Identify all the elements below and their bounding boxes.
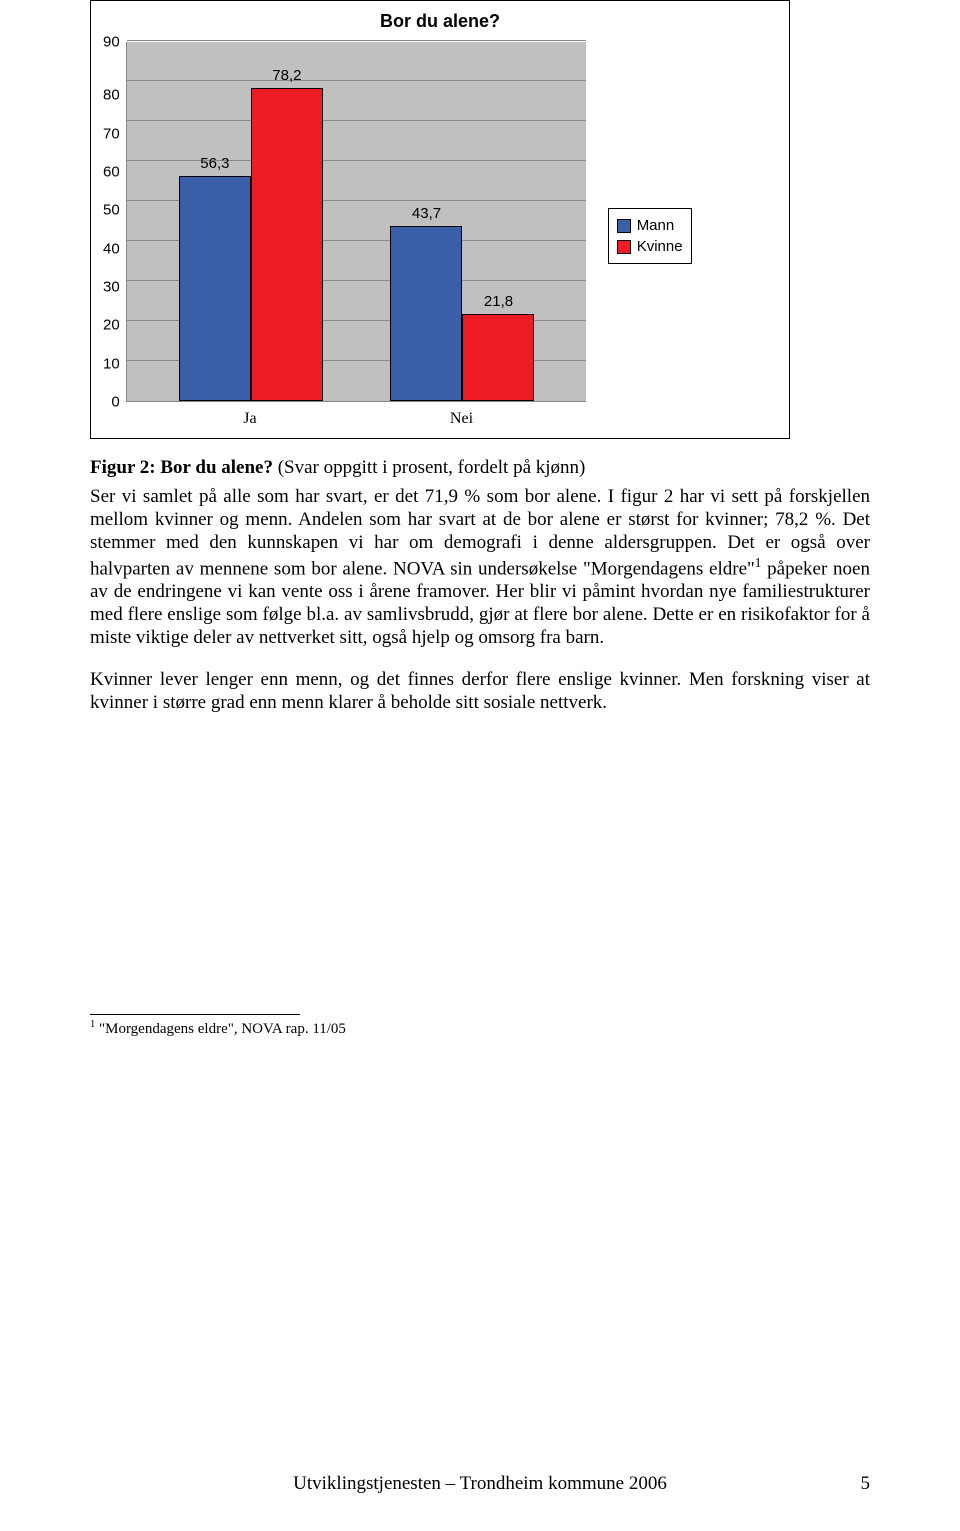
chart-bar: 78,2 — [251, 88, 323, 401]
chart-bar: 56,3 — [179, 176, 251, 401]
legend-label: Mann — [637, 217, 675, 234]
legend-item: Mann — [617, 215, 683, 236]
chart-legend: Mann Kvinne — [608, 208, 692, 264]
y-tick: 60 — [103, 164, 120, 179]
chart-plot-area: 56,378,243,721,8 — [126, 42, 586, 402]
chart-y-axis: 90 80 70 60 50 40 30 20 10 0 — [103, 42, 126, 402]
legend-swatch — [617, 240, 631, 254]
y-tick: 70 — [103, 126, 120, 141]
chart-gridline — [127, 80, 586, 81]
y-tick: 30 — [103, 279, 120, 294]
y-tick: 0 — [111, 394, 119, 409]
chart-bar-value-label: 56,3 — [200, 155, 229, 172]
paragraph-1a: Ser vi samlet på alle som har svart, er … — [90, 486, 870, 579]
figure-caption-tail: (Svar oppgitt i prosent, fordelt på kjøn… — [273, 457, 585, 478]
chart-bar: 21,8 — [462, 314, 534, 401]
legend-item: Kvinne — [617, 236, 683, 257]
footnote: 1 "Morgendagens eldre", NOVA rap. 11/05 — [90, 1019, 870, 1038]
y-tick: 90 — [103, 35, 120, 50]
chart-bar-value-label: 21,8 — [484, 293, 513, 310]
chart-x-category: Ja — [243, 410, 256, 428]
y-tick: 10 — [103, 356, 120, 371]
y-tick: 40 — [103, 241, 120, 256]
chart-title: Bor du alene? — [91, 11, 789, 32]
page-number: 5 — [861, 1473, 871, 1495]
paragraph-1: Ser vi samlet på alle som har svart, er … — [90, 485, 870, 650]
paragraph-2: Kvinner lever lenger enn menn, og det fi… — [90, 668, 870, 714]
y-tick: 50 — [103, 203, 120, 218]
page-footer: Utviklingstjenesten – Trondheim kommune … — [0, 1473, 960, 1495]
figure-caption: Figur 2: Bor du alene? (Svar oppgitt i p… — [90, 457, 870, 479]
chart-x-category: Nei — [450, 410, 473, 428]
footnote-text: "Morgendagens eldre", NOVA rap. 11/05 — [95, 1021, 346, 1037]
chart-bar-group: 43,721,8 — [390, 226, 534, 401]
y-tick: 20 — [103, 318, 120, 333]
figure-caption-bold: Figur 2: Bor du alene? — [90, 457, 273, 478]
y-tick: 80 — [103, 88, 120, 103]
chart-bar-group: 56,378,2 — [179, 88, 323, 401]
legend-label: Kvinne — [637, 238, 683, 255]
chart-x-axis: Ja Nei — [126, 402, 586, 430]
chart-gridline — [127, 40, 586, 41]
chart-bar: 43,7 — [390, 226, 462, 401]
chart-container: Bor du alene? 90 80 70 60 50 40 30 20 10… — [90, 0, 790, 439]
chart-bar-value-label: 78,2 — [272, 67, 301, 84]
footnote-separator — [90, 1014, 300, 1015]
chart-bar-value-label: 43,7 — [412, 205, 441, 222]
legend-swatch — [617, 219, 631, 233]
